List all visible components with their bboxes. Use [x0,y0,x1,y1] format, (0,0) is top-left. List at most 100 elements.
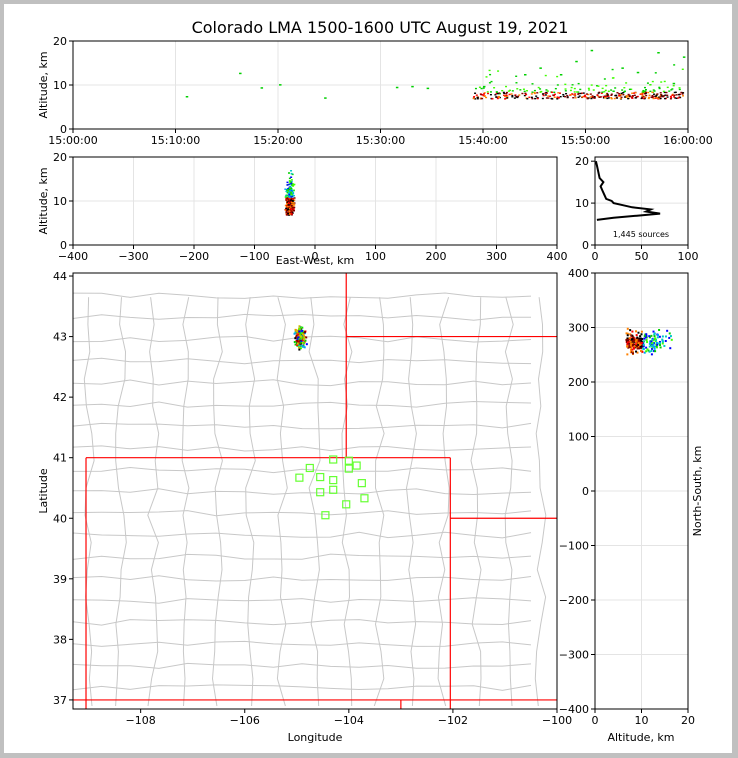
time-altitude-point [605,96,608,98]
north-south-point [651,347,654,350]
north-south-point [652,345,655,348]
time-altitude-point [566,96,569,98]
figure-canvas: Colorado LMA 1500-1600 UTC August 19, 20… [4,4,732,753]
north-south-point [663,344,666,347]
county-line [504,297,514,707]
north-south-point [628,345,631,348]
east-west-point [288,183,291,186]
time-altitude-point [572,97,575,99]
time-altitude-point [677,97,680,99]
map-source-point [297,346,300,349]
east-west-point [288,191,291,194]
time-altitude-point [642,92,645,94]
north-south-point [668,336,671,339]
time-altitude-point [553,96,556,98]
time-altitude-point [648,96,651,99]
east-west-point [290,193,293,196]
altitude-histogram-panel: 0 50 100 0 10 20 1,445 sources [575,155,699,263]
source-count-label: 1,445 sources [613,230,669,239]
north-south-point [639,339,642,342]
north-south-point [650,342,653,345]
time-altitude-point [652,97,655,100]
time-altitude-point [574,97,577,99]
east-west-point [291,195,294,198]
north-south-point [640,349,643,352]
time-altitude-point [577,82,580,85]
north-south-point [640,342,643,345]
time-altitude-point [644,92,647,94]
county-line [308,297,321,707]
north-south-point [647,349,650,352]
time-altitude-point [482,87,485,89]
time-altitude-point [674,97,677,99]
time-altitude-point [652,93,655,95]
north-south-point [646,348,649,351]
time-altitude-point [640,93,643,95]
time-altitude-point [573,94,576,96]
map-source-point [298,334,301,337]
time-tick-label: 15:10:00 [151,134,200,147]
east-west-point [290,192,293,194]
time-altitude-point [515,75,518,77]
north-south-point [629,351,632,354]
time-altitude-point [497,70,500,72]
north-south-point [639,341,642,344]
north-south-point [625,338,628,341]
north-south-point [637,339,640,342]
east-west-point [288,193,291,196]
time-altitude-point [611,77,614,79]
altitude-tick-label: 0 [60,123,67,136]
time-altitude-point [503,94,506,97]
time-altitude-point [590,49,594,52]
north-south-point [659,346,662,349]
east-west-tick-label: 300 [486,250,507,263]
time-altitude-point [494,94,497,96]
north-south-xlabel: Altitude, km [607,731,674,744]
time-altitude-point [504,98,507,100]
map-source-point [296,339,299,342]
time-altitude-point [673,94,676,96]
lma-station-marker [344,464,353,473]
map-source-point [302,345,305,348]
ns-altitude-tick-label: 20 [681,714,695,727]
lma-station-marker [329,455,338,464]
north-south-point [635,330,638,333]
time-altitude-point [670,89,673,91]
north-south-point [637,342,640,345]
time-altitude-point [663,80,666,83]
time-altitude-point [670,96,673,99]
time-altitude-point [673,64,676,66]
north-south-point [658,328,661,331]
east-west-point [284,196,287,198]
time-altitude-point [490,80,493,83]
time-altitude-point [480,87,483,90]
time-altitude-point [613,97,616,100]
time-altitude-point [533,89,536,92]
north-south-point [629,340,632,343]
time-altitude-point [620,96,623,99]
time-altitude-point [678,93,681,96]
time-altitude-point [517,95,520,98]
map-source-point [293,341,296,344]
time-altitude-point [615,94,618,97]
time-altitude-point [485,96,488,99]
north-south-point [634,346,637,349]
north-south-point [640,340,643,343]
east-west-point [290,170,293,172]
time-altitude-point [411,85,414,88]
east-west-xlabel: East-West, km [276,254,354,267]
north-south-point [626,334,629,337]
time-altitude-point [633,94,636,96]
time-altitude-point [596,94,599,97]
time-altitude-point [647,97,650,100]
county-line [115,297,127,707]
map-source-point [299,335,302,338]
time-altitude-point [645,89,648,91]
longitude-tick-label: −100 [542,714,572,727]
north-south-point [633,347,636,350]
east-west-point [290,213,293,215]
east-west-point [288,199,291,201]
time-altitude-point [573,87,576,90]
altitude-tick-label: 10 [53,195,67,208]
north-south-point [637,345,640,348]
